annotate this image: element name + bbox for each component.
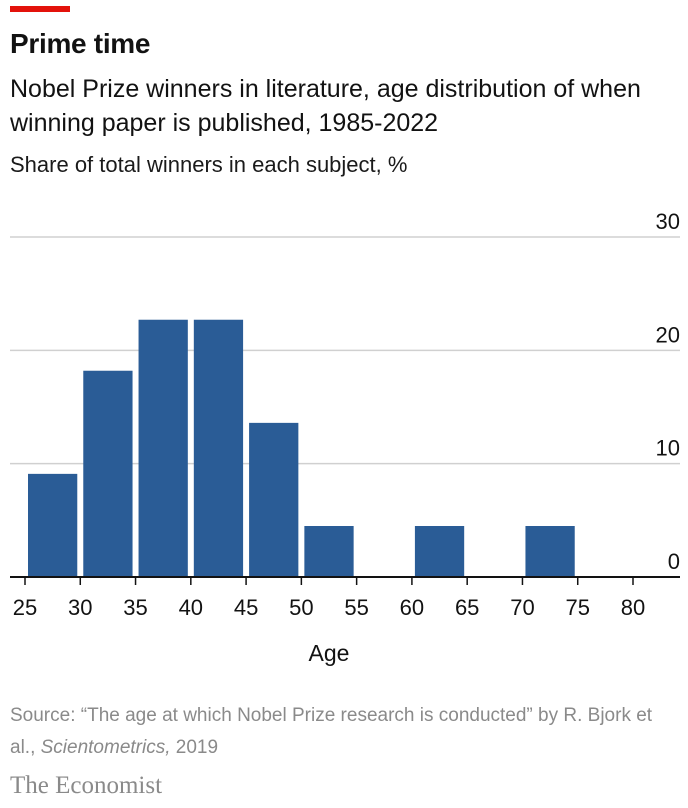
x-tick-label-45: 45 xyxy=(234,595,258,620)
economist-logo: The Economist xyxy=(10,772,163,799)
chart-subtitle: Nobel Prize winners in literature, age d… xyxy=(10,75,641,137)
source-note: Source: “The age at which Nobel Prize re… xyxy=(10,700,670,764)
unit-label: Share of total winners in each subject, … xyxy=(10,152,408,177)
bar-age-50-55 xyxy=(304,526,354,577)
bar-age-35-40 xyxy=(138,319,188,577)
chart-title: Prime time xyxy=(10,28,151,59)
x-tick-label-40: 40 xyxy=(179,595,203,620)
y-tick-label-10: 10 xyxy=(656,436,680,461)
bar-age-30-35 xyxy=(83,370,133,577)
bar-age-25-30 xyxy=(28,473,78,577)
bar-age-70-75 xyxy=(525,526,575,577)
x-tick-label-65: 65 xyxy=(455,595,479,620)
x-tick-label-35: 35 xyxy=(123,595,147,620)
x-tick-label-55: 55 xyxy=(344,595,368,620)
y-tick-label-20: 20 xyxy=(656,322,680,347)
brand-accent-bar xyxy=(10,6,70,12)
x-tick-label-25: 25 xyxy=(13,595,37,620)
age-histogram-chart: 0 10 20 30 25 30 35 40 45 50 55 60 65 70 75 80 Age xyxy=(10,209,680,666)
x-tick-label-75: 75 xyxy=(565,595,589,620)
x-tick-label-80: 80 xyxy=(621,595,645,620)
x-tick-label-60: 60 xyxy=(400,595,424,620)
y-tick-label-30: 30 xyxy=(656,209,680,234)
bar-age-40-45 xyxy=(193,319,244,577)
x-tick-label-30: 30 xyxy=(68,595,92,620)
x-tick-label-70: 70 xyxy=(510,595,534,620)
x-tick-label-50: 50 xyxy=(289,595,313,620)
x-axis-title: Age xyxy=(309,640,350,666)
source-text: Source: “The age at which Nobel Prize re… xyxy=(10,705,653,758)
y-tick-label-0: 0 xyxy=(668,549,680,574)
bar-age-45-50 xyxy=(249,422,299,577)
source-year: 2019 xyxy=(170,737,219,758)
bar-age-60-65 xyxy=(414,526,465,577)
source-journal: Scientometrics, xyxy=(40,737,171,758)
